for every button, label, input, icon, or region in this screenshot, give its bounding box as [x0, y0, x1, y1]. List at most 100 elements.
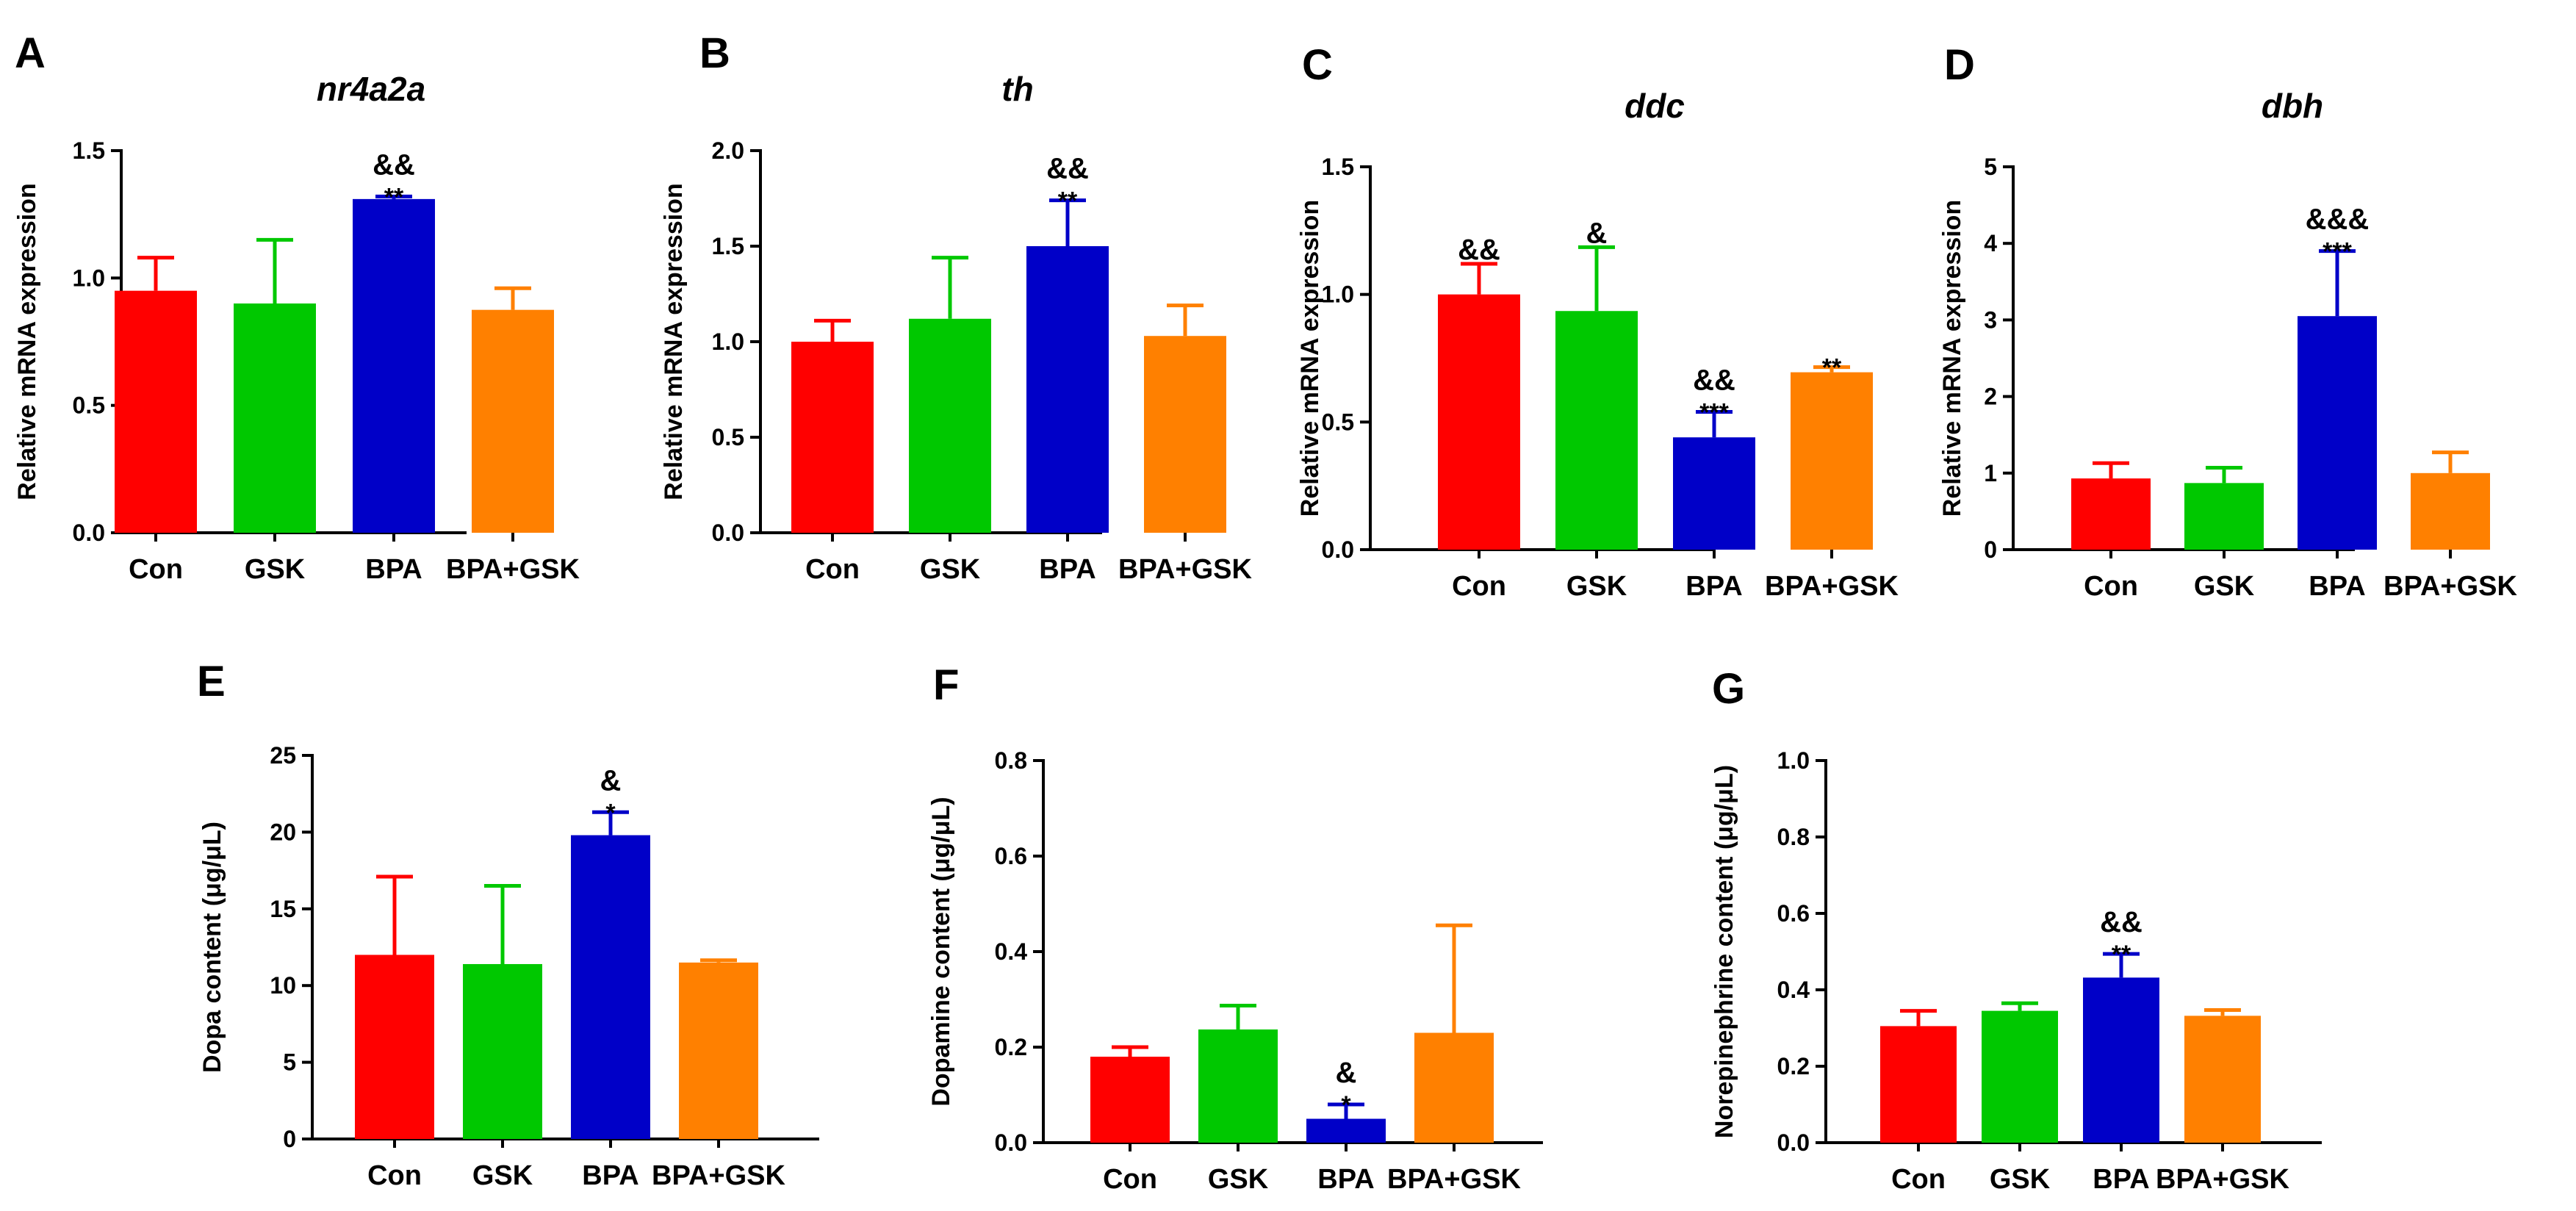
y-tick-label: 0.0: [712, 520, 744, 546]
significance-star: *: [605, 799, 616, 827]
panel-e: E Dopa content (μg/μL) 0 5 10 15 20 25 Con GSK BPA…: [197, 658, 819, 1191]
bar-gsk: [1982, 1010, 2058, 1143]
x-tick-label: GSK: [920, 554, 981, 585]
bar-con: [115, 290, 197, 533]
y-tick-label: 0.2: [1777, 1053, 1810, 1079]
y-tick-label: 0.5: [712, 424, 744, 450]
y-tick-label: 1.0: [712, 328, 744, 355]
bar-bpa: [2298, 316, 2377, 550]
x-tick-label: BPA+GSK: [1118, 554, 1253, 585]
y-axis-label: Relative mRNA expression: [13, 183, 41, 500]
significance-amp: &&&: [2306, 204, 2370, 236]
bar-con: [355, 955, 434, 1139]
panel-letter: G: [1712, 665, 1745, 713]
significance-amp: &: [600, 764, 622, 797]
y-tick-label: 0.8: [995, 747, 1027, 774]
x-tick-label: BPA: [582, 1160, 638, 1191]
panel-title: ddc: [1625, 87, 1685, 125]
y-tick-label: 25: [270, 742, 296, 769]
panel-letter: F: [933, 661, 959, 709]
significance-amp: &&: [1693, 364, 1735, 396]
y-tick-label: 1: [1984, 460, 1997, 486]
x-tick-label: GSK: [1208, 1164, 1269, 1195]
x-tick-label: BPA+GSK: [2383, 571, 2518, 602]
x-tick-label: BPA: [1317, 1164, 1374, 1195]
bar-bpa: [1026, 246, 1109, 533]
y-tick-label: 1.0: [73, 265, 105, 291]
y-tick-label: 0.6: [995, 843, 1027, 869]
bar-gsk: [1198, 1029, 1278, 1143]
bar-bpa-gsk: [472, 309, 554, 533]
y-tick-label: 1.0: [1777, 747, 1810, 774]
significance-amp: &&: [1458, 234, 1500, 266]
significance-star: **: [1822, 354, 1842, 382]
bar-gsk: [909, 318, 991, 533]
x-tick-label: GSK: [2194, 571, 2255, 602]
bar-bpa-gsk: [2184, 1016, 2261, 1143]
panel-title: dbh: [2262, 87, 2323, 125]
x-tick-label: GSK: [245, 554, 306, 585]
y-tick-label: 0.5: [1322, 409, 1354, 435]
y-tick-label: 0.0: [995, 1129, 1027, 1156]
y-tick-label: 2: [1984, 384, 1997, 410]
x-tick-label: BPA+GSK: [446, 554, 580, 585]
y-tick-label: 0.2: [995, 1034, 1027, 1060]
x-tick-label: BPA+GSK: [2156, 1164, 2290, 1195]
y-axis-label: Dopamine content (μg/μL): [927, 797, 955, 1106]
significance-amp: &&: [1046, 153, 1089, 185]
x-tick-label: Con: [1891, 1164, 1946, 1195]
bar-bpa: [2083, 977, 2159, 1143]
y-tick-label: 4: [1984, 230, 1997, 256]
panel-g: G Norepinephrine content (μg/μL) 0.0 0.2 0.4…: [1710, 665, 2322, 1195]
y-tick-label: 0: [283, 1126, 296, 1152]
x-tick-label: BPA: [2309, 571, 2365, 602]
y-tick-label: 1.5: [73, 137, 105, 164]
bar-bpa-gsk: [1144, 336, 1226, 533]
x-tick-label: BPA: [1039, 554, 1095, 585]
y-tick-label: 0: [1984, 536, 1997, 563]
y-tick-label: 1.0: [1322, 281, 1354, 308]
x-tick-label: BPA+GSK: [652, 1160, 786, 1191]
significance-amp: &: [1336, 1057, 1357, 1089]
panel-letter: B: [699, 29, 730, 77]
bar-bpa-gsk: [679, 962, 758, 1139]
x-tick-label: BPA+GSK: [1387, 1164, 1522, 1195]
panel-title: nr4a2a: [317, 70, 425, 108]
x-tick-label: BPA: [1685, 571, 1742, 602]
bar-bpa-gsk: [1414, 1032, 1494, 1143]
y-tick-label: 2.0: [712, 137, 744, 164]
y-tick-label: 0.0: [1777, 1129, 1810, 1156]
bar-bpa: [1673, 437, 1755, 550]
y-tick-label: 0.4: [995, 938, 1028, 965]
panel-letter: A: [15, 29, 46, 77]
x-tick-label: Con: [2084, 571, 2138, 602]
bar-con: [1880, 1026, 1957, 1143]
bar-con: [791, 342, 874, 533]
significance-star: **: [384, 183, 404, 211]
y-axis-label: Dopa content (μg/μL): [198, 822, 226, 1073]
bar-con: [1438, 294, 1520, 550]
bar-bpa: [1306, 1118, 1386, 1143]
y-axis-label: Relative mRNA expression: [1296, 200, 1324, 517]
bar-bpa: [571, 835, 650, 1139]
y-tick-label: 20: [270, 819, 296, 845]
bar-gsk: [234, 303, 316, 533]
y-tick-label: 0.0: [73, 520, 105, 546]
x-tick-label: BPA: [2093, 1164, 2149, 1195]
significance-star: **: [2112, 941, 2131, 969]
bar-bpa-gsk: [1791, 372, 1873, 550]
x-tick-label: Con: [1103, 1164, 1157, 1195]
panel-title: th: [1001, 70, 1033, 108]
y-tick-label: 1.5: [712, 233, 744, 259]
x-tick-label: Con: [367, 1160, 422, 1191]
bar-gsk: [463, 963, 542, 1139]
x-tick-label: GSK: [472, 1160, 533, 1191]
significance-star: **: [1058, 187, 1078, 215]
y-tick-label: 5: [283, 1049, 296, 1076]
y-tick-label: 0.6: [1777, 900, 1810, 927]
y-tick-label: 0.4: [1777, 977, 1810, 1003]
